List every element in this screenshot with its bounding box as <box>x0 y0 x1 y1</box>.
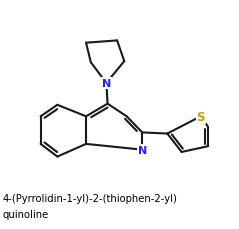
Text: N: N <box>102 79 111 89</box>
Text: S: S <box>196 110 205 123</box>
Text: 4-(Pyrrolidin-1-yl)-2-(thiophen-2-yl): 4-(Pyrrolidin-1-yl)-2-(thiophen-2-yl) <box>2 194 177 203</box>
Text: quinoline: quinoline <box>2 210 49 219</box>
Text: N: N <box>138 145 147 155</box>
